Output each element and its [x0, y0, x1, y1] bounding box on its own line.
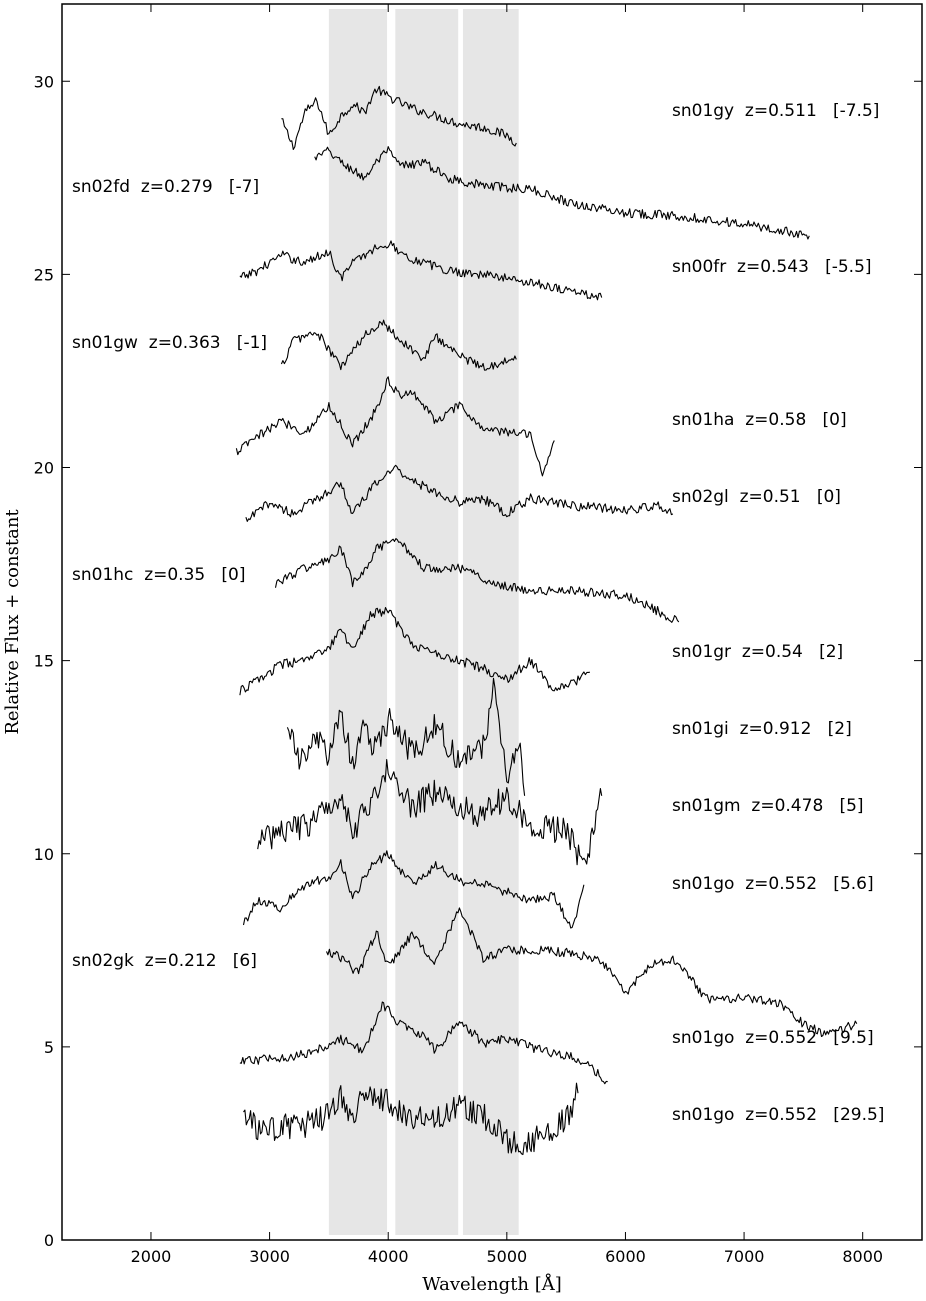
shaded-band-1	[328, 9, 388, 1235]
y-tick-label-0: 0	[44, 1231, 54, 1250]
series-label-5: sn01ha z=0.58 [0]	[672, 410, 847, 430]
spectrum-line-12	[325, 907, 858, 1038]
series-label-9: sn01gi z=0.912 [2]	[672, 719, 852, 739]
y-tick-label-20: 20	[34, 459, 54, 478]
spectrum-line-2	[314, 146, 810, 240]
plot-frame	[61, 3, 923, 1241]
series-label-10: sn01gm z=0.478 [5]	[672, 796, 864, 816]
series-label-6: sn02gl z=0.51 [0]	[672, 487, 841, 507]
series-labels: sn01gy z=0.511 [-7.5] sn02fd z=0.279 [-7]…	[72, 101, 884, 1125]
y-tick-label-5: 5	[44, 1038, 54, 1057]
spectrum-line-4	[280, 319, 517, 371]
x-tick-label-8000: 8000	[842, 1247, 883, 1266]
spectrum-line-3	[239, 240, 603, 301]
spectrum-line-5	[235, 376, 555, 477]
x-tick-label-2000: 2000	[131, 1247, 172, 1266]
y-tick-label-25: 25	[34, 265, 54, 284]
series-label-2: sn02fd z=0.279 [-7]	[72, 177, 259, 197]
y-tick-label-15: 15	[34, 652, 54, 671]
spectra-series	[235, 85, 858, 1156]
shaded-bands	[328, 9, 519, 1235]
series-label-7: sn01hc z=0.35 [0]	[72, 565, 246, 585]
spectrum-line-14	[243, 1082, 579, 1156]
series-label-12: sn02gk z=0.212 [6]	[72, 951, 257, 971]
x-tick-label-5000: 5000	[486, 1247, 527, 1266]
spectrum-line-6	[245, 464, 674, 522]
y-tick-label-30: 30	[34, 72, 54, 91]
series-label-8: sn01gr z=0.54 [2]	[672, 642, 843, 662]
series-label-11: sn01go z=0.552 [5.6]	[672, 874, 874, 894]
x-tick-label-7000: 7000	[724, 1247, 765, 1266]
spectrum-line-1	[281, 85, 517, 151]
spectrum-line-11	[242, 850, 585, 929]
series-label-4: sn01gw z=0.363 [-1]	[72, 333, 267, 353]
spectrum-line-7	[274, 538, 680, 623]
x-tick-label-3000: 3000	[249, 1247, 290, 1266]
shaded-band-2	[395, 9, 459, 1235]
y-axis-title: Relative Flux + constant	[2, 509, 23, 735]
series-label-3: sn00fr z=0.543 [-5.5]	[672, 257, 872, 277]
spectrum-line-13	[239, 1001, 608, 1085]
series-label-1: sn01gy z=0.511 [-7.5]	[672, 101, 879, 121]
x-axis-title: Wavelength [Å]	[422, 1273, 562, 1295]
x-tick-label-6000: 6000	[605, 1247, 646, 1266]
x-axis-ticks: 2000 3000 4000 5000 6000 7000 8000	[131, 4, 883, 1266]
series-label-14: sn01go z=0.552 [29.5]	[672, 1105, 884, 1125]
spectrum-line-9	[286, 677, 526, 796]
y-axis-ticks: 0 5 10 15 20 25 30	[34, 72, 922, 1250]
y-tick-label-10: 10	[34, 845, 54, 864]
spectrum-line-10	[257, 759, 603, 866]
shaded-band-3	[462, 9, 519, 1235]
spectrum-line-8	[239, 606, 590, 696]
x-tick-label-4000: 4000	[368, 1247, 409, 1266]
series-label-13: sn01go z=0.552 [9.5]	[672, 1028, 874, 1048]
